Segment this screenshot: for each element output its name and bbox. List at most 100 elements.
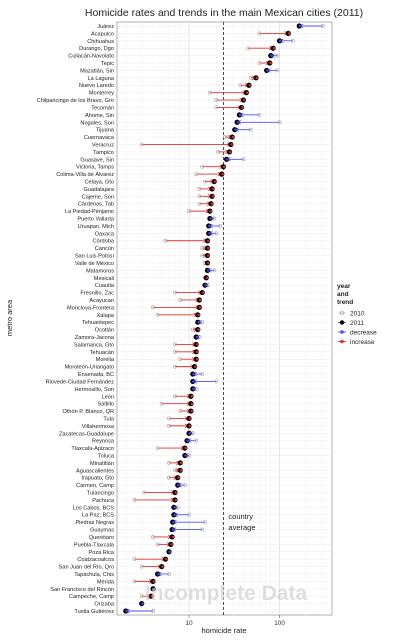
trend-dot (174, 491, 178, 494)
trend-dot (228, 150, 232, 154)
point-2010 (167, 460, 171, 465)
trend-dot (190, 402, 194, 405)
point-2010 (275, 68, 280, 73)
point-2010 (216, 149, 221, 154)
point-2010 (200, 164, 205, 169)
trend-dot (213, 180, 217, 183)
category-label: San Luis Potosí (75, 254, 115, 260)
trend-dot (157, 572, 160, 576)
trend-dot (270, 54, 273, 57)
trend-dot (177, 483, 180, 487)
point-2010 (151, 535, 155, 539)
point-2010 (203, 520, 207, 525)
point-2010 (241, 157, 246, 162)
point-2010 (132, 579, 137, 584)
category-label: Zacatecas-Guadalupe (59, 431, 114, 437)
category-label: Mérida (97, 579, 115, 585)
trend-dot (188, 417, 192, 420)
point-2010 (248, 75, 253, 80)
legend: year and trend 2010 2011 decrease increase (337, 283, 377, 346)
trend-dot (226, 157, 229, 161)
trend-dot (209, 217, 212, 220)
point-2010 (223, 135, 227, 139)
legend-title-line-2: and (337, 291, 349, 298)
category-label: Guasave, Sin (80, 157, 114, 163)
point-2010 (132, 557, 137, 562)
category-label: Cajeme, Son (82, 194, 114, 200)
category-label: Coatzacoalcos (77, 557, 114, 563)
category-label: Tlaxcala-Apizaco (71, 446, 114, 452)
trend-dot (207, 246, 210, 250)
trend-dot (205, 276, 209, 280)
point-2010 (190, 327, 195, 332)
category-label: Victoria, Tamps (76, 165, 114, 171)
trend-dot (279, 39, 282, 43)
category-label: Guaymas (90, 528, 114, 534)
point-2010 (200, 246, 205, 251)
point-2010 (214, 379, 219, 384)
point-2010 (155, 542, 160, 547)
category-label: La Paz, BCS (82, 513, 114, 519)
category-label: San Juan del Río, Qro (59, 565, 114, 571)
category-label: Cuautla (95, 283, 115, 289)
category-label: Pachuca (92, 498, 115, 504)
point-2010 (275, 53, 280, 58)
point-2010 (257, 112, 262, 117)
trend-dot (198, 306, 202, 309)
trend-dot (186, 439, 190, 442)
plot-panel (116, 21, 333, 616)
point-2010 (139, 594, 144, 599)
point-2010 (173, 290, 177, 295)
trend-dot (150, 594, 154, 598)
point-2010 (139, 142, 144, 147)
trend-dot (165, 557, 168, 561)
legend-label: 2010 (350, 310, 365, 317)
trend-dot (173, 506, 176, 509)
trend-dot (204, 283, 208, 287)
trend-dot (230, 143, 233, 146)
category-label: Ensenada, BC (78, 372, 114, 378)
grid-lines (117, 22, 332, 615)
category-label: Tula (103, 416, 115, 422)
category-label: Culiacán-Navolato (68, 54, 114, 60)
point-2010 (173, 342, 177, 347)
trend-dot (188, 424, 192, 428)
category-label: Juárez (97, 24, 114, 30)
point-2010 (159, 401, 164, 406)
trend-dot (207, 239, 210, 243)
legend-title-line-1: year (337, 283, 351, 290)
category-label: Cancún (95, 246, 114, 252)
legend-title-line-3: trend (337, 299, 353, 306)
point-2010 (200, 527, 205, 532)
category-label: Colima-Villa de Álvarez (56, 171, 114, 178)
trend-dot (192, 387, 195, 391)
trend-dot (195, 335, 199, 339)
trend-dot (248, 83, 252, 87)
category-label: Guadalajara (84, 187, 115, 193)
point-2010 (200, 372, 205, 376)
category-label: Tehuacán (90, 350, 114, 356)
point-2010 (178, 357, 183, 362)
category-label: Tecomán (91, 105, 114, 111)
category-label: Monclova-Frontera (67, 305, 115, 311)
category-label: Valle de México (75, 261, 114, 267)
trend-dot (152, 587, 156, 591)
point-2010 (248, 127, 253, 132)
category-label: Tulancingo (87, 491, 114, 497)
legend-label: decrease (350, 329, 377, 336)
category-label: Córdoba (93, 239, 115, 245)
point-2010 (173, 468, 177, 473)
trend-dot (179, 469, 183, 472)
trend-dot (184, 446, 187, 450)
category-label: Puerto Vallarta (77, 217, 114, 223)
trend-dot (272, 46, 276, 50)
point-2010 (320, 24, 325, 28)
point-2010 (132, 498, 137, 502)
category-label: Riovede-Ciudad Fernández (46, 379, 115, 385)
point-2010 (178, 409, 183, 413)
trend-dot (222, 165, 226, 168)
category-label: Moroleón-Uriangato (65, 365, 114, 371)
legend-key-arrow-dot (340, 339, 344, 344)
trend-dot (197, 320, 200, 324)
